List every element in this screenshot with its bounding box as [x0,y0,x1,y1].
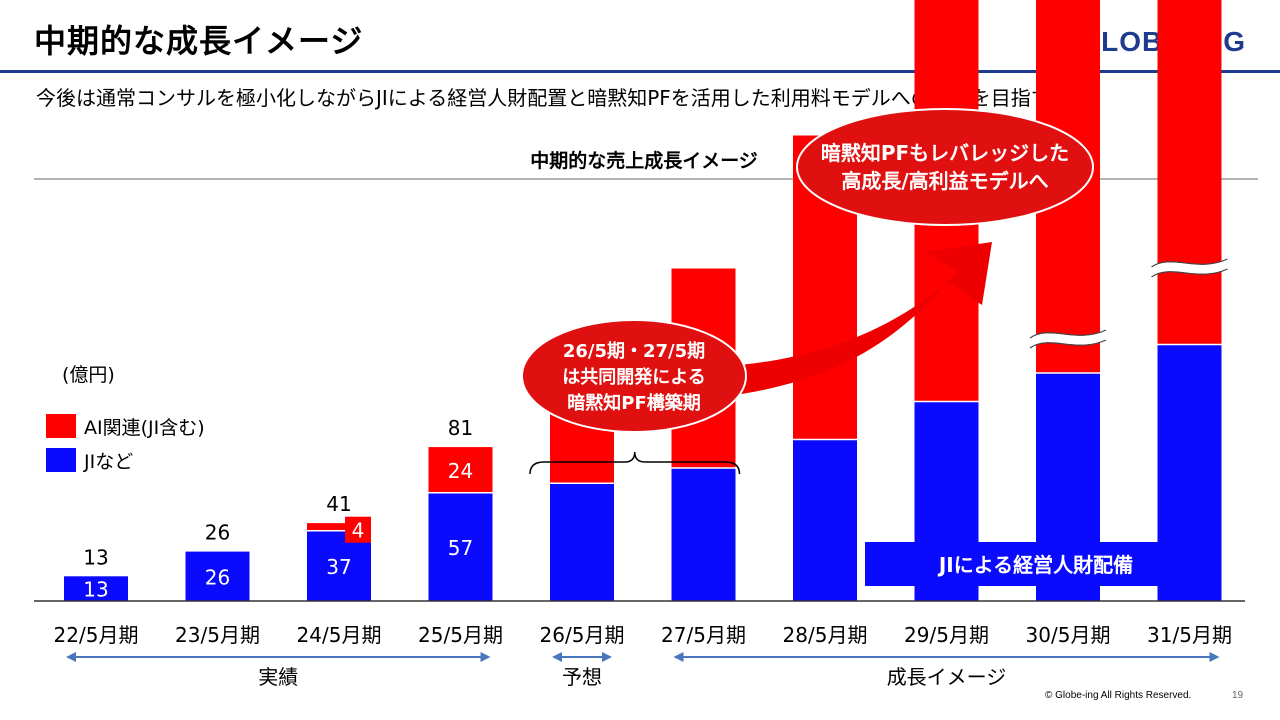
segment-label-ai-4: 24 [448,459,473,483]
category-label-4: 25/5月期 [418,623,503,647]
legend-swatch-1 [46,414,76,438]
scale-break-9 [1027,330,1108,347]
bar-ji-2 [185,551,250,601]
scale-break-edge-bottom-9 [1029,339,1107,349]
category-label-10: 31/5月期 [1147,623,1232,647]
bar-ji-7 [793,439,857,601]
total-label-4: 81 [448,416,473,440]
page-subtitle: 今後は通常コンサルを極小化しながらJIによる経営人財配置と暗黙知PFを活用した利… [36,86,1051,110]
period-label-2: 予想 [562,665,602,689]
category-label-1: 22/5月期 [54,623,139,647]
category-label-6: 27/5月期 [661,623,746,647]
bubble-build-line-2: は共同開発による [562,366,705,388]
period-arrow-right-1 [480,652,491,662]
growth-arrow [735,242,992,395]
category-label-5: 26/5月期 [540,623,625,647]
segment-label-bg-ai-3 [345,516,371,543]
category-label-8: 29/5月期 [904,623,989,647]
bubble-build-period [521,319,747,433]
ji-callout-box [865,542,1217,586]
segment-label-ji-3: 37 [326,555,351,579]
bubble-growth-line-2: 高成長/高利益モデルへ [841,169,1048,193]
scale-break-edge-bottom-10 [1151,268,1228,278]
segment-label-bg-ji-1 [72,578,120,601]
bar-ji-6 [671,468,736,601]
bubble-growth-line-1: 暗黙知PFもレバレッジした [821,141,1069,165]
bubble-build-line-1: 26/5期・27/5期 [563,341,705,362]
legend-label-1: AI関連(JI含む) [84,417,205,439]
period-label-3: 成長イメージ [887,665,1007,689]
period-arrow-right-3 [1209,652,1220,662]
segment-label-ji-1: 13 [83,578,108,602]
period-arrow-right-2 [602,652,612,662]
scale-break-edge-top-10 [1151,258,1228,268]
segment-label-bg-ai-4 [438,457,483,482]
bar-ji-5 [550,483,614,601]
bubble-growth-model [796,108,1094,226]
page-title: 中期的な成長イメージ [34,22,364,60]
total-label-1: 13 [83,545,108,569]
bubble-build-line-3: 暗黙知PF構築期 [567,392,701,414]
period-arrow-left-2 [552,652,562,662]
period-arrow-left-1 [66,652,76,662]
legend-label-2: JIなど [83,451,133,473]
period-brace [529,451,741,475]
category-label-3: 24/5月期 [297,623,382,647]
chart-title: 中期的な売上成長イメージ [530,149,758,172]
ji-callout-text: JIによる経営人財配備 [937,553,1133,577]
total-label-2: 26 [205,521,230,545]
period-arrow-left-3 [673,652,684,662]
unit-label: (億円) [62,364,115,386]
category-label-7: 28/5月期 [783,623,868,647]
segment-label-ji-4: 57 [448,536,473,560]
total-label-3: 41 [326,492,351,516]
page-number: 19 [1232,690,1244,701]
segment-label-ji-2: 26 [205,565,230,589]
scale-break-10 [1148,259,1230,276]
category-label-2: 23/5月期 [175,623,260,647]
header-divider [0,70,1280,73]
copyright: © Globe-ing All Rights Reserved. [1045,690,1192,701]
bar-ai-3 [307,523,371,531]
period-label-1: 実績 [258,665,298,689]
legend-swatch-2 [46,448,76,472]
bar-ji-4 [428,492,493,601]
scale-break-edge-top-9 [1029,329,1107,339]
segment-label-ai-3: 4 [352,519,365,543]
category-label-9: 30/5月期 [1026,623,1111,647]
bar-ai-10 [1157,0,1222,345]
